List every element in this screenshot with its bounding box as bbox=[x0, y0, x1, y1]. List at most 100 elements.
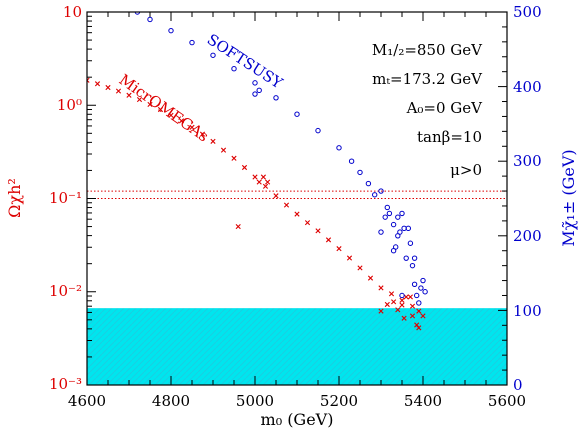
right-tick-label: 300 bbox=[513, 152, 542, 170]
micromegas-point bbox=[168, 112, 174, 118]
micromegas-point bbox=[262, 183, 269, 189]
softsusy-point bbox=[384, 204, 390, 211]
micromegas-point bbox=[420, 313, 426, 319]
micromegas-point bbox=[325, 237, 332, 243]
micromegas-point bbox=[115, 88, 122, 94]
micromegas-point bbox=[384, 301, 390, 308]
micromegas-point bbox=[403, 294, 409, 300]
softsusy-point bbox=[252, 80, 258, 86]
softsusy-point bbox=[372, 192, 378, 198]
softsusy-point bbox=[397, 229, 403, 235]
parameter-block: M₁/₂=850 GeV mₜ=173.2 GeV A₀=0 GeV tanβ=… bbox=[372, 41, 483, 179]
x-tick-label: 5200 bbox=[320, 392, 358, 410]
right-tick-label: 100 bbox=[513, 302, 542, 320]
micromegas-point bbox=[256, 179, 262, 185]
softsusy-point bbox=[405, 225, 411, 232]
softsusy-point bbox=[252, 91, 258, 97]
micromegas-point bbox=[157, 106, 164, 113]
micromegas-point bbox=[294, 211, 300, 217]
micromegas-point bbox=[199, 131, 206, 137]
softsusy-point bbox=[414, 292, 420, 299]
softsusy-point bbox=[420, 277, 426, 284]
softsusy-point bbox=[336, 145, 342, 151]
left-axis-title: Ωχh² bbox=[5, 178, 24, 218]
softsusy-point bbox=[422, 289, 428, 295]
micromegas-point bbox=[388, 291, 395, 297]
right-axis-tick-labels: 0 100 200 300 400 500 bbox=[513, 3, 542, 394]
softsusy-point bbox=[147, 16, 153, 23]
bottom-axis-tick-labels: 4600 4800 5000 5200 5400 5600 bbox=[68, 392, 526, 410]
right-tick-label: 500 bbox=[513, 3, 542, 21]
excluded-region-band bbox=[87, 308, 507, 385]
micromegas-point bbox=[378, 308, 384, 314]
micromegas-point bbox=[126, 92, 132, 98]
x-tick-label: 4800 bbox=[152, 392, 190, 410]
micromegas-point bbox=[265, 179, 271, 185]
micromegas-point bbox=[399, 302, 405, 308]
micromegas-point bbox=[220, 147, 227, 153]
softsusy-point bbox=[189, 39, 195, 46]
softsusy-point bbox=[386, 210, 393, 217]
micromegas-point bbox=[273, 193, 279, 199]
softsusy-point bbox=[403, 255, 409, 261]
right-tick-label: 400 bbox=[513, 78, 542, 96]
x-tick-label: 5400 bbox=[404, 392, 442, 410]
left-tick-label: 10⁰ bbox=[57, 96, 82, 114]
softsusy-point bbox=[411, 281, 418, 287]
left-tick-label: 10⁻² bbox=[49, 282, 82, 300]
micromegas-point bbox=[416, 325, 422, 331]
micromegas-point bbox=[391, 299, 397, 305]
param-a0: A₀=0 GeV bbox=[406, 99, 484, 117]
param-m-half: M₁/₂=850 GeV bbox=[372, 41, 483, 59]
micromegas-point bbox=[304, 220, 311, 226]
micromegas-point bbox=[378, 285, 384, 291]
softsusy-point bbox=[256, 87, 262, 94]
softsusy-point bbox=[365, 180, 372, 187]
micromegas-point bbox=[105, 84, 111, 91]
micromegas-point bbox=[87, 77, 90, 83]
micromegas-point bbox=[416, 308, 422, 314]
softsusy-point bbox=[407, 240, 414, 246]
softsusy-point bbox=[399, 210, 405, 217]
micromegas-point bbox=[336, 246, 342, 252]
micromegas-point bbox=[94, 81, 101, 87]
axis-ticks bbox=[86, 11, 508, 386]
x-tick-label: 5600 bbox=[488, 392, 526, 410]
micromegas-point bbox=[210, 138, 216, 144]
x-tick-label: 5000 bbox=[236, 392, 274, 410]
softsusy-point bbox=[390, 221, 397, 228]
softsusy-point bbox=[348, 158, 355, 164]
softsusy-point bbox=[395, 214, 401, 220]
param-tanbeta: tanβ=10 bbox=[417, 128, 482, 146]
softsusy-point bbox=[273, 95, 279, 101]
micromegas-point bbox=[315, 228, 321, 234]
reference-lines bbox=[87, 190, 507, 199]
softsusy-point bbox=[315, 127, 321, 134]
x-axis-title: m₀ (GeV) bbox=[261, 410, 334, 429]
param-mu: μ>0 bbox=[450, 161, 482, 179]
micromegas-point bbox=[399, 297, 405, 303]
softsusy-point bbox=[378, 229, 384, 235]
left-tick-label: 10 bbox=[63, 3, 82, 21]
micromegas-point bbox=[395, 307, 401, 313]
micromegas-point bbox=[367, 275, 374, 281]
micromegas-point bbox=[409, 313, 416, 319]
softsusy-point bbox=[168, 27, 174, 34]
param-mt: mₜ=173.2 GeV bbox=[372, 70, 483, 88]
micromegas-point bbox=[235, 223, 241, 230]
softsusy-point bbox=[382, 214, 388, 220]
micromegas-point bbox=[241, 164, 248, 171]
softsusy-series-label: SOFTSUSY bbox=[204, 30, 287, 93]
micromegas-point bbox=[346, 255, 353, 261]
micromegas-point bbox=[409, 303, 416, 309]
softsusy-point bbox=[357, 169, 363, 176]
micromegas-point bbox=[189, 124, 195, 130]
softsusy-series bbox=[134, 12, 428, 306]
softsusy-point bbox=[231, 65, 237, 72]
softsusy-point bbox=[399, 292, 405, 299]
micromegas-point bbox=[136, 97, 143, 103]
micromegas-point bbox=[178, 118, 185, 124]
micromegas-point bbox=[252, 174, 258, 180]
micromegas-point bbox=[147, 101, 153, 108]
